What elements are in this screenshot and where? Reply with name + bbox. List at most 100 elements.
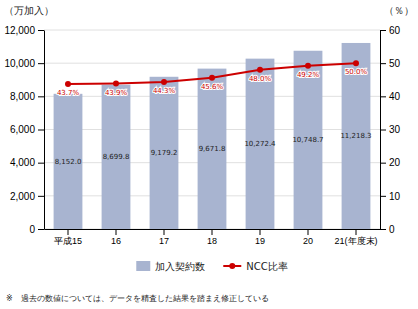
axis-line (44, 31, 45, 230)
tick: 20 (380, 157, 401, 168)
tick-label: 60 (389, 25, 401, 36)
tick: 0 (29, 224, 44, 235)
footnote: ※ 過去の数値については、データを精査した結果を踏まえ修正している (6, 294, 269, 303)
tick-label: 8,000 (10, 91, 35, 102)
bar (198, 69, 227, 229)
tick-mark (380, 163, 386, 164)
y2-axis: 0 10 20 30 40 50 60 (380, 25, 401, 235)
tick-mark (116, 229, 117, 235)
tick-label: 平成15 (54, 236, 82, 246)
marker (113, 80, 119, 86)
marker (353, 60, 359, 66)
marker (305, 63, 311, 69)
y-axis-title: （万加入） (4, 5, 54, 16)
tick-label: 18 (207, 236, 217, 246)
tick-label: 4,000 (10, 157, 35, 168)
legend-swatch (136, 261, 150, 271)
tick-mark (380, 30, 386, 31)
tick-label: 20 (303, 236, 313, 246)
x-axis: 平成15 16 17 18 19 20 21(年度末) (45, 229, 381, 246)
tick-label: 17 (159, 236, 169, 246)
tick-mark (38, 96, 44, 97)
data-label: 11,218.3 (340, 132, 371, 140)
grid (44, 30, 380, 229)
bar (54, 94, 83, 229)
y2-axis-title: （％） (384, 5, 414, 16)
data-label: 44.3% (153, 87, 176, 95)
data-label: 48.0% (249, 75, 272, 83)
bar (102, 85, 131, 229)
data-label: 10,748.7 (292, 136, 323, 144)
data-label: 8,152.0 (55, 158, 82, 166)
tick-mark (38, 30, 44, 31)
legend-item: NCC比率 (223, 261, 287, 272)
data-label: 9,671.8 (199, 145, 226, 153)
tick-mark (356, 229, 357, 235)
tick: 20 (303, 229, 313, 246)
tick: 60 (380, 25, 401, 36)
tick-mark (38, 63, 44, 64)
tick: 10,000 (4, 58, 44, 69)
legend-label: 加入契約数 (155, 261, 205, 272)
bar-series (54, 43, 371, 229)
data-label: 49.2% (297, 71, 320, 79)
legend: 加入契約数 NCC比率 (136, 261, 287, 272)
tick: 50 (380, 58, 401, 69)
tick-label: 20 (389, 157, 401, 168)
legend-label: NCC比率 (246, 261, 287, 272)
tick: 18 (207, 229, 217, 246)
tick-mark (380, 130, 386, 131)
grid-line (44, 63, 380, 64)
tick: 19 (255, 229, 265, 246)
tick-mark (380, 229, 386, 230)
tick-label: 21(年度末) (334, 236, 377, 246)
tick-label: 2,000 (10, 191, 35, 202)
tick: 2,000 (10, 191, 44, 202)
tick-mark (380, 196, 386, 197)
plot: 8,152.08,699.89,179.29,671.810,272.410,7… (4, 25, 400, 247)
tick: 12,000 (4, 25, 44, 36)
data-label: 45.6% (201, 83, 224, 91)
tick-mark (212, 229, 213, 235)
tick: 0 (380, 224, 395, 235)
tick: 8,000 (10, 91, 44, 102)
tick-mark (38, 130, 44, 131)
tick: 10 (380, 191, 401, 202)
tick: 16 (111, 229, 121, 246)
marker (161, 79, 167, 85)
tick-mark (164, 229, 165, 235)
line (68, 63, 356, 84)
y-axis: 0 2,000 4,000 6,000 8,000 10,000 12,000 (4, 25, 44, 235)
tick-label: 50 (389, 58, 401, 69)
tick-label: 16 (111, 236, 121, 246)
legend-marker (229, 263, 235, 269)
data-label: 50.0% (345, 68, 368, 76)
data-labels: 8,152.08,699.89,179.29,671.810,272.410,7… (55, 68, 372, 165)
tick: 6,000 (10, 124, 44, 135)
tick-mark (260, 229, 261, 235)
tick-mark (308, 229, 309, 235)
tick: 40 (380, 91, 401, 102)
marker (209, 75, 215, 81)
legend-item: 加入契約数 (136, 261, 205, 272)
tick-label: 0 (389, 224, 395, 235)
tick-label: 10 (389, 191, 401, 202)
tick-mark (68, 229, 69, 235)
tick-mark (380, 63, 386, 64)
bar (150, 77, 179, 229)
tick-label: 0 (29, 224, 35, 235)
data-label: 43.9% (105, 89, 128, 97)
data-label: 8,699.8 (103, 153, 130, 161)
tick: 30 (380, 124, 401, 135)
grid-line (44, 30, 380, 31)
tick: 4,000 (10, 157, 44, 168)
marks (54, 43, 371, 229)
marker (257, 67, 263, 73)
data-label: 43.7% (57, 89, 80, 97)
tick-label: 19 (255, 236, 265, 246)
tick: 17 (159, 229, 169, 246)
tick-label: 12,000 (4, 25, 35, 36)
tick-label: 40 (389, 91, 401, 102)
tick-label: 10,000 (4, 58, 35, 69)
data-label: 9,179.2 (151, 149, 178, 157)
